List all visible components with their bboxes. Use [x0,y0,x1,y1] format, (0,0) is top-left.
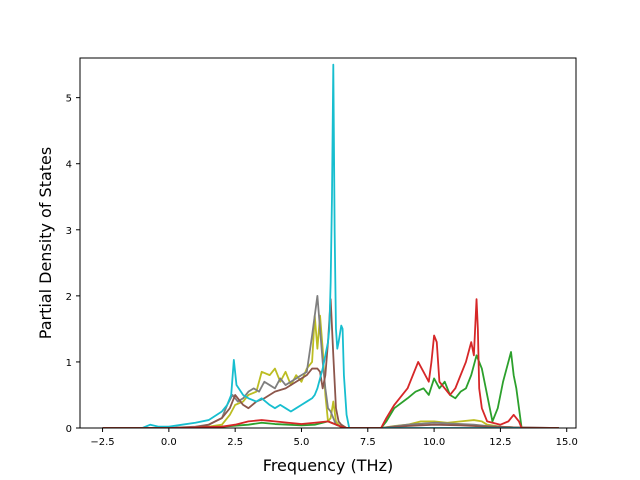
series-line-2 [102,298,559,428]
series-line-4 [102,351,559,428]
series-line-5 [102,298,559,428]
x-tick-label: 7.5 [360,437,376,448]
y-tick-label: 0 [66,424,72,435]
x-tick-label: 5.0 [294,437,310,448]
x-axis-ticks: −2.5 0.0 2.5 5.0 7.5 10.0 12.5 15.0 [90,428,578,448]
x-axis-label: Frequency (THz) [263,456,393,475]
x-tick-label: 2.5 [227,437,243,448]
y-tick-label: 5 [66,94,72,105]
x-tick-label: 12.5 [489,437,511,448]
y-tick-label: 4 [66,160,72,171]
series-line-3 [102,63,559,428]
x-tick-label: −2.5 [90,437,114,448]
x-tick-label: 15.0 [556,437,578,448]
y-axis-label: Partial Density of States [36,147,55,339]
x-tick-label: 10.0 [423,437,445,448]
y-tick-label: 2 [66,292,72,303]
series-line-0 [102,314,559,428]
y-tick-label: 3 [66,226,72,237]
series-layer [102,63,559,428]
plot-frame [79,57,577,429]
y-tick-label: 1 [66,358,72,369]
y-axis-ticks: 0 1 2 3 4 5 [66,94,80,435]
x-tick-label: 0.0 [161,437,177,448]
